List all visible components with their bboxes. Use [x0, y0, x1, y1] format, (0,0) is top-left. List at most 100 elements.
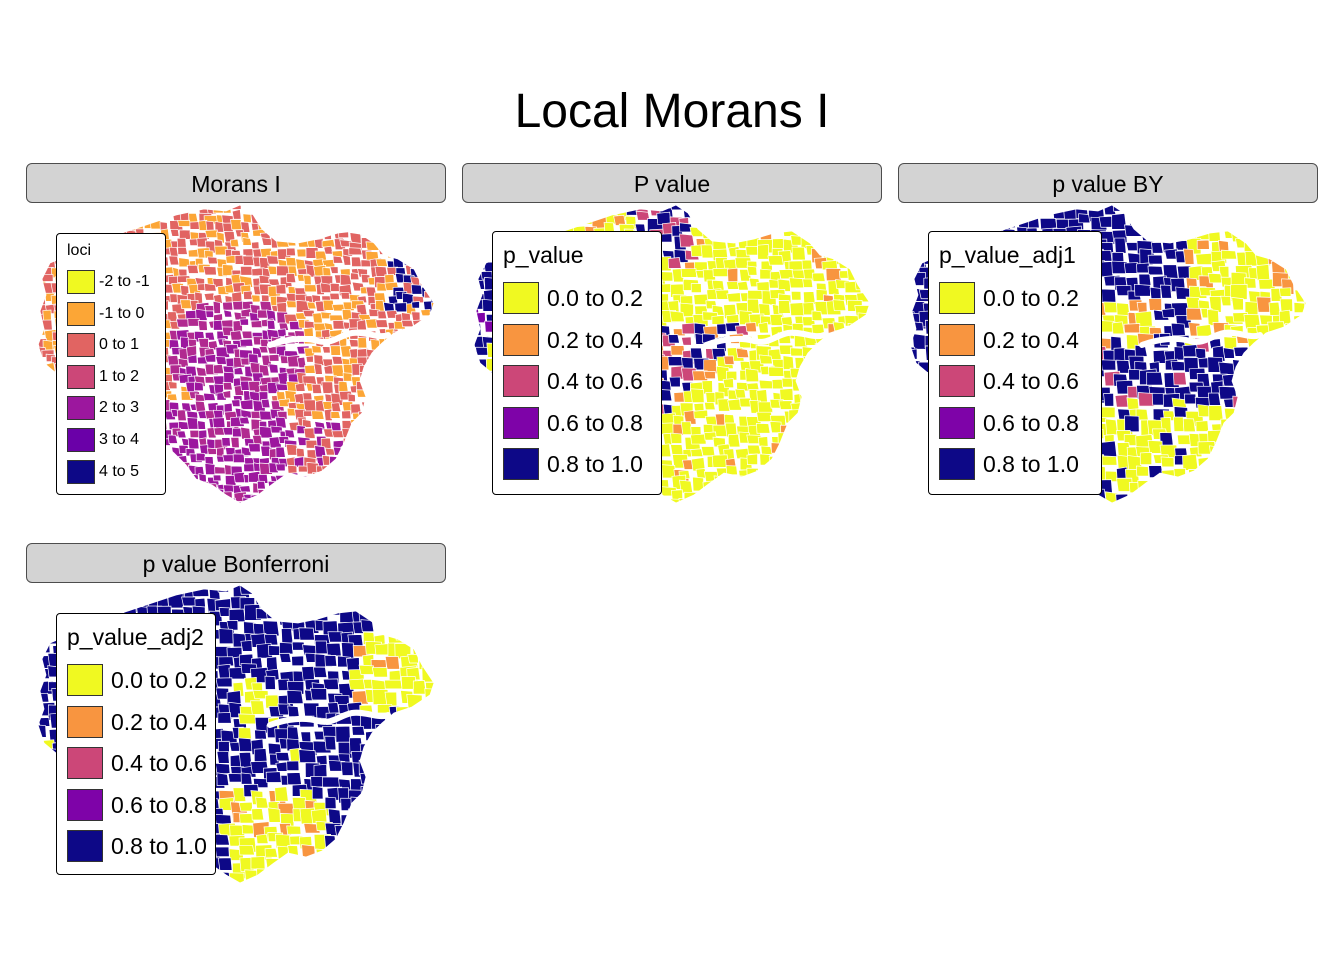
- map-area: [791, 246, 806, 261]
- map-area: [1255, 264, 1271, 281]
- map-area: [836, 477, 849, 493]
- map-area: [394, 338, 404, 350]
- map-area: [238, 801, 253, 812]
- map-area: [228, 608, 246, 623]
- map-area: [419, 479, 434, 491]
- map-area: [803, 456, 821, 470]
- map-area: [822, 464, 836, 479]
- map-area: [347, 481, 362, 490]
- map-area: [411, 301, 420, 309]
- map-area: [1134, 283, 1151, 297]
- map-area: [38, 501, 43, 503]
- map-area: [214, 846, 230, 857]
- map-area: [1103, 392, 1115, 407]
- map-area: [1171, 494, 1188, 503]
- map-area: [239, 318, 249, 326]
- map-area: [385, 856, 398, 871]
- map-area: [738, 497, 751, 503]
- map-area: [432, 617, 434, 633]
- map-area: [866, 205, 870, 221]
- map-area: [1197, 357, 1210, 369]
- map-area: [867, 426, 870, 442]
- map-area: [324, 796, 337, 809]
- map-area: [395, 628, 409, 641]
- map-area: [256, 833, 269, 844]
- map-area: [1078, 213, 1091, 224]
- panel-p-value-bonferroni: p value Bonferroni p_value_adj2 0.0 to 0.…: [26, 543, 446, 883]
- map-area: [805, 403, 818, 419]
- map-area: [38, 668, 50, 679]
- map-area: [331, 463, 344, 476]
- map-area: [26, 264, 35, 275]
- map-area: [746, 265, 758, 276]
- map-area: [330, 345, 341, 356]
- map-area: [430, 790, 434, 804]
- map-area: [315, 872, 331, 883]
- map-area: [196, 498, 209, 503]
- map-area: [360, 211, 375, 224]
- map-outline: [37, 204, 435, 503]
- map-area: [1294, 205, 1306, 211]
- map-area: [442, 428, 446, 437]
- map-area: [847, 236, 860, 251]
- map-area: [919, 214, 938, 230]
- map-area: [240, 265, 254, 276]
- map-area: [1114, 237, 1127, 254]
- map-area: [340, 814, 354, 830]
- map-area: [38, 776, 45, 789]
- map-area: [821, 367, 838, 381]
- map-area: [38, 676, 41, 686]
- map-area: [1294, 230, 1306, 245]
- map-area: [910, 205, 917, 219]
- legend-swatch: [67, 705, 103, 738]
- map-area: [140, 209, 153, 221]
- map-area: [1307, 372, 1318, 381]
- map-area: [250, 700, 266, 715]
- map-area: [257, 309, 268, 319]
- map-area: [26, 365, 33, 374]
- map-area: [1139, 451, 1153, 465]
- map-area: [267, 594, 283, 610]
- legend-item: 0.6 to 0.8: [67, 788, 213, 821]
- map-area: [910, 252, 913, 267]
- map-area: [860, 345, 870, 361]
- map-area: [254, 729, 267, 740]
- map-area: [791, 378, 808, 392]
- map-area: [226, 620, 239, 631]
- map-area: [392, 330, 402, 341]
- map-area: [1140, 227, 1154, 241]
- legend-item: 4 to 5: [67, 459, 163, 484]
- map-area: [356, 437, 367, 450]
- map-area: [474, 466, 485, 479]
- map-area: [1222, 347, 1235, 359]
- map-area: [286, 825, 302, 835]
- map-area: [1101, 455, 1118, 466]
- map-area: [217, 857, 233, 871]
- map-area: [334, 825, 353, 838]
- map-area: [579, 500, 594, 503]
- map-area: [474, 491, 480, 503]
- map-area: [402, 247, 418, 255]
- map-area: [435, 851, 446, 865]
- map-area: [474, 422, 481, 434]
- map-area: [859, 380, 870, 396]
- legend-swatch: [67, 830, 103, 862]
- map-area: [207, 483, 219, 491]
- map-area: [384, 656, 401, 670]
- map-area: [1292, 255, 1306, 266]
- map-area: [870, 322, 882, 334]
- map-area: [432, 764, 434, 780]
- legend-swatch: [67, 788, 103, 821]
- map-area: [176, 409, 187, 422]
- map-area: [418, 749, 432, 766]
- map-area: [437, 823, 446, 832]
- map-area: [203, 292, 215, 301]
- map-area: [94, 594, 108, 612]
- map-area: [384, 762, 399, 778]
- map-area: [378, 393, 394, 406]
- map-area: [770, 492, 789, 503]
- map-area: [877, 337, 882, 351]
- map-area: [374, 212, 389, 224]
- map-area: [356, 319, 367, 331]
- map-area: [800, 377, 815, 392]
